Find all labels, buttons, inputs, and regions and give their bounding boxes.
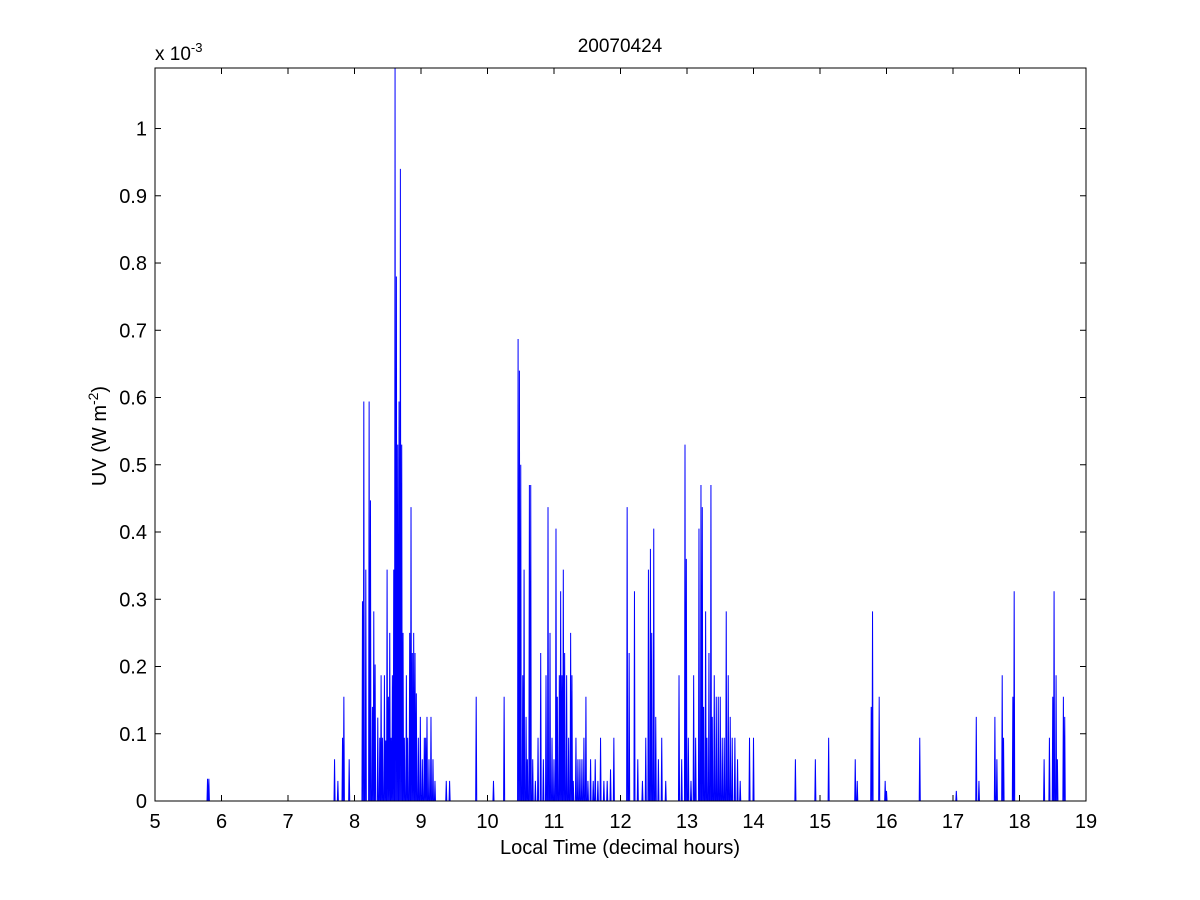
x-tick-label: 6: [216, 811, 227, 833]
y-tick-label: 0.7: [119, 320, 147, 342]
y-tick-label: 1: [136, 119, 147, 141]
y-axis-multiplier-base: x 10: [155, 44, 191, 65]
y-axis-multiplier: x 10-3: [155, 40, 202, 65]
y-tick-label: 0.3: [119, 589, 147, 611]
y-axis-label-close: ): [89, 386, 111, 393]
uv-series-line: [155, 67, 1066, 802]
x-tick-label: 10: [476, 811, 498, 833]
x-tick-label: 18: [1008, 811, 1030, 833]
x-tick-label: 14: [742, 811, 764, 833]
y-tick-label: 0: [136, 791, 147, 813]
x-tick-label: 12: [609, 811, 631, 833]
x-tick-label: 16: [875, 811, 897, 833]
x-tick-label: 5: [149, 811, 160, 833]
x-tick-label: 8: [349, 811, 360, 833]
axis-ticks: 5 6 7 8 9 10 11 12 13 14 15 16 17 18 19 0 0.1 0.2 0.3 0.4 0.…: [119, 68, 1097, 833]
x-tick-label: 11: [544, 811, 565, 833]
x-tick-label: 15: [809, 811, 831, 833]
y-tick-label: 0.4: [119, 522, 147, 544]
y-axis-label-base: UV (W m: [89, 405, 111, 486]
y-tick-label: 0.1: [119, 724, 147, 746]
plot-frame: [154, 67, 1087, 802]
x-tick-label: 17: [942, 811, 964, 833]
y-tick-label: 0.9: [119, 186, 147, 208]
y-tick-label: 0.8: [119, 253, 147, 275]
y-axis-label-superscript: -2: [85, 392, 101, 405]
y-axis-label: UV (W m-2): [85, 386, 111, 486]
x-tick-label: 13: [676, 811, 698, 833]
y-tick-label: 0.5: [119, 455, 147, 477]
x-tick-label: 7: [282, 811, 293, 833]
x-tick-label: 9: [415, 811, 426, 833]
uv-series-path: [155, 67, 1066, 802]
chart-title: 20070424: [578, 36, 663, 57]
x-tick-label: 19: [1075, 811, 1097, 833]
y-tick-label: 0.6: [119, 388, 147, 410]
x-axis-label: Local Time (decimal hours): [500, 837, 740, 859]
y-axis-multiplier-exponent: -3: [191, 40, 203, 55]
y-tick-label: 0.2: [119, 657, 147, 679]
